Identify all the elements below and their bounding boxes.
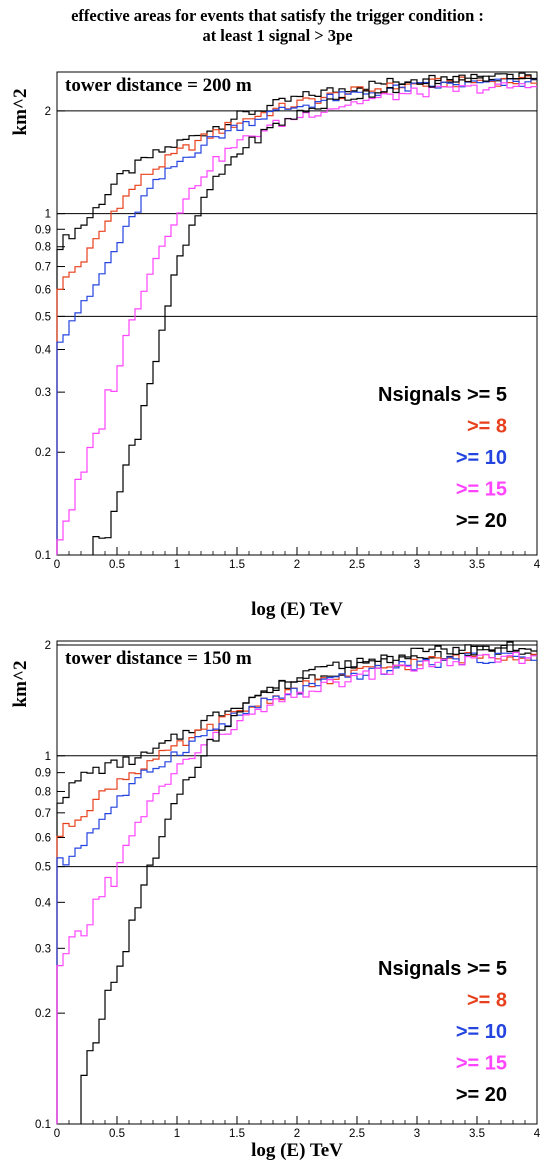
figure-title-line2: at least 1 signal > 3pe (202, 26, 353, 45)
x-tick-label: 3 (414, 1128, 420, 1140)
y-tick-label: 0.3 (35, 943, 51, 955)
x-tick-label: 1.5 (229, 1128, 245, 1140)
legend-entry-nsignals-15: >= 15 (456, 479, 507, 501)
y-tick-label: 0.7 (35, 262, 51, 274)
x-tick-label: 4 (534, 559, 541, 571)
x-tick-label: 2.5 (349, 559, 365, 571)
y-tick-label: 0.6 (35, 284, 51, 296)
legend-entry-nsignals-15: >= 15 (456, 1053, 507, 1075)
legend-entry-nsignals-20: >= 20 (456, 1084, 507, 1106)
x-tick-label: 0.5 (109, 1128, 125, 1140)
x-tick-label: 4 (534, 1128, 541, 1140)
y-tick-label: 0.2 (35, 1008, 51, 1020)
legend-entry-nsignals-8: >= 8 (467, 416, 507, 438)
legend-entry-nsignals-5: Nsignals >= 5 (378, 958, 507, 980)
chart-panel-2: 0 0.5 1 1.5 2 2.5 3 3.5 4 0.1 0.2 0.3 0.4 0.5 0.6 0.7 0.… (10, 640, 541, 1161)
y-tick-label: 0.2 (35, 447, 51, 459)
x-tick-label: 0 (54, 559, 60, 571)
y-tick-label: 1 (45, 751, 51, 763)
series-line-nsignals-5 (56, 72, 537, 555)
series-line-nsignals-10 (56, 78, 537, 555)
y-tick-label: 0.6 (35, 832, 51, 844)
x-tick-label: 3 (414, 559, 420, 571)
y-tick-label: 0.8 (35, 786, 51, 798)
series-line-nsignals-20 (80, 641, 537, 1124)
y-tick-label: 0.4 (35, 344, 52, 356)
y-tick-label: 2 (45, 640, 51, 652)
y-tick-label: 0.9 (35, 768, 51, 780)
figure-title-line1: effective areas for events that satisfy … (71, 6, 484, 25)
y-tick-label: 0.3 (35, 387, 51, 399)
y-tick-label: 0.9 (35, 224, 51, 236)
legend-entry-nsignals-5: Nsignals >= 5 (378, 384, 507, 406)
y-tick-label: 0.5 (35, 862, 51, 874)
x-tick-label: 1.5 (229, 559, 245, 571)
y-tick-label: 0.1 (35, 1119, 51, 1131)
x-tick-label: 1 (174, 559, 180, 571)
x-axis-label: log (E) TeV (251, 599, 343, 620)
x-axis-label: log (E) TeV (251, 1140, 343, 1161)
x-tick-label: 0.5 (109, 559, 125, 571)
x-tick-label: 0 (54, 1128, 60, 1140)
y-tick-label: 0.4 (35, 897, 52, 909)
y-tick-label: 1 (45, 209, 51, 221)
y-tick-label: 2 (45, 106, 51, 118)
x-tick-label: 2 (294, 1128, 300, 1140)
x-tick-label: 3.5 (469, 559, 485, 571)
x-tick-label: 2 (294, 559, 300, 571)
y-tick-label: 0.5 (35, 311, 51, 323)
y-axis-label: km^2 (10, 661, 31, 708)
tower-distance-label: tower distance = 150 m (65, 648, 252, 669)
x-tick-label: 1 (174, 1128, 180, 1140)
y-tick-label: 0.1 (35, 550, 51, 562)
series-line-nsignals-20 (92, 73, 537, 555)
legend-entry-nsignals-8: >= 8 (467, 990, 507, 1012)
x-tick-label: 2.5 (349, 1128, 365, 1140)
y-axis-label: km^2 (10, 89, 31, 136)
series-line-nsignals-15 (56, 651, 537, 1124)
chart-panel-1: 0 0.5 1 1.5 2 2.5 3 3.5 4 0.1 0.2 0.3 0.4 0.5 0.6 0.7 0.… (10, 71, 541, 620)
legend-entry-nsignals-20: >= 20 (456, 510, 507, 532)
tower-distance-label: tower distance = 200 m (65, 75, 252, 96)
y-tick-label: 0.8 (35, 242, 51, 254)
legend-entry-nsignals-10: >= 10 (456, 447, 507, 469)
y-tick-label: 0.7 (35, 808, 51, 820)
legend-entry-nsignals-10: >= 10 (456, 1021, 507, 1043)
x-tick-label: 3.5 (469, 1128, 485, 1140)
series-line-nsignals-8 (56, 75, 537, 555)
series-line-nsignals-10 (56, 652, 537, 1124)
